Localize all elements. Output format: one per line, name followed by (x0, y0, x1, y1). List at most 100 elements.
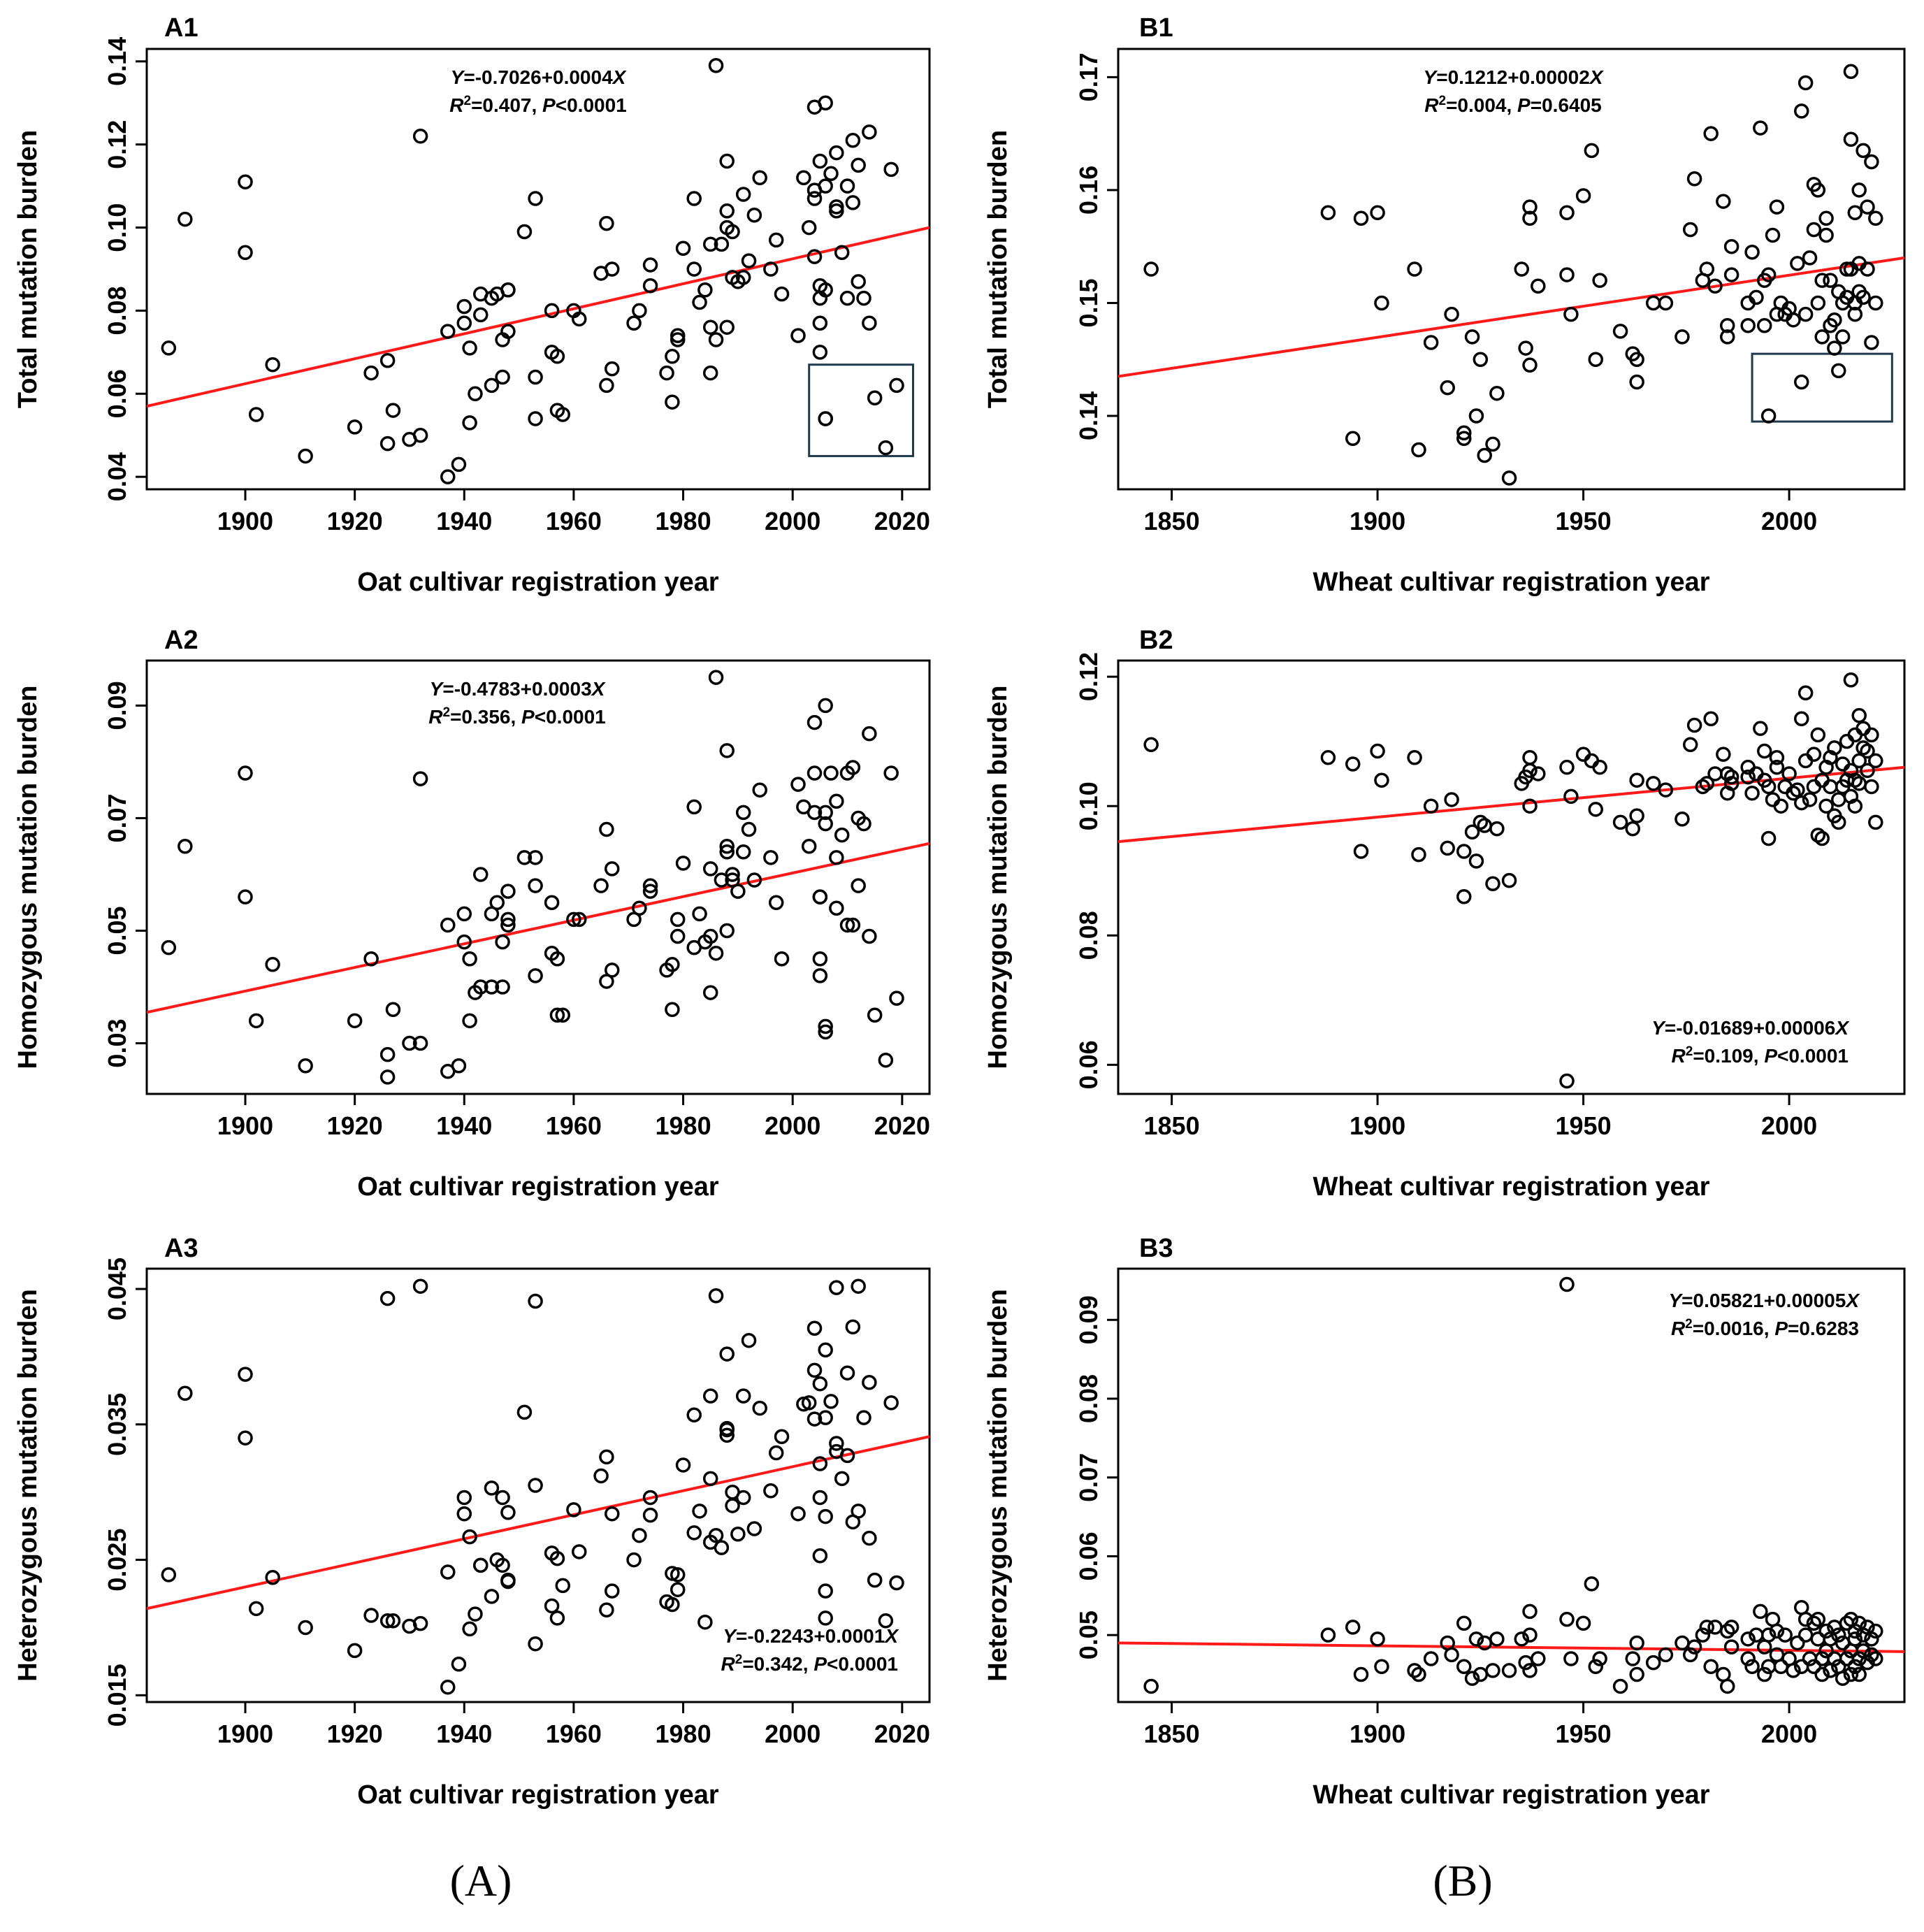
panel-label: A2 (164, 626, 198, 655)
data-point (1860, 261, 1875, 277)
data-point (692, 1504, 707, 1519)
data-point (1592, 273, 1607, 288)
data-point (1798, 306, 1814, 322)
data-point (812, 1456, 828, 1471)
data-point (1444, 792, 1459, 807)
data-point (604, 361, 620, 377)
data-point (385, 1002, 401, 1017)
data-point (1703, 126, 1719, 141)
data-point (440, 1564, 456, 1580)
data-point (473, 307, 489, 323)
data-point (555, 1007, 570, 1023)
data-point (818, 1610, 833, 1626)
data-point (801, 1395, 817, 1411)
panel-label: A3 (164, 1234, 198, 1263)
y-tick-label: 0.05 (103, 906, 131, 955)
data-point (702, 1471, 718, 1487)
data-point (1868, 1651, 1883, 1666)
data-point (1489, 821, 1505, 837)
data-point (1374, 1659, 1389, 1675)
data-point (823, 1394, 839, 1409)
data-point (1769, 199, 1785, 215)
data-point (1423, 798, 1439, 814)
data-point (528, 1478, 543, 1493)
x-tick-label: 1850 (1144, 1111, 1200, 1140)
data-point (298, 1620, 313, 1636)
data-point (692, 294, 707, 310)
x-tick-label: 2000 (765, 1720, 820, 1748)
data-point (675, 856, 691, 871)
data-point (829, 900, 844, 916)
data-point (1456, 425, 1472, 440)
data-point (1440, 840, 1455, 856)
data-point (1793, 795, 1809, 811)
data-point (1798, 685, 1814, 701)
data-point (462, 340, 477, 356)
data-point (1868, 295, 1883, 311)
data-point (1765, 227, 1781, 243)
data-point (604, 861, 620, 877)
y-tick-label: 0.14 (103, 37, 131, 86)
data-point (839, 290, 855, 306)
data-point (1629, 374, 1644, 390)
data-point (599, 1449, 614, 1465)
data-points (1143, 64, 1883, 486)
data-point (774, 286, 790, 302)
data-point (1658, 295, 1674, 311)
data-point (807, 1411, 823, 1427)
data-point (1860, 199, 1875, 215)
data-point (1856, 143, 1871, 159)
x-tick-label: 1900 (1350, 507, 1405, 535)
y-tick-label: 0.10 (103, 203, 131, 252)
data-point (1740, 1631, 1756, 1647)
data-point (1468, 853, 1484, 869)
data-point (1522, 210, 1538, 226)
x-tick-label: 2000 (1761, 507, 1817, 535)
x-tick-label: 2000 (1761, 1111, 1817, 1140)
data-point (763, 1483, 779, 1499)
data-point (516, 1404, 533, 1420)
data-point (1760, 830, 1777, 846)
data-point (1423, 335, 1439, 350)
regression-line (1118, 765, 1904, 844)
data-point (412, 1035, 428, 1051)
data-point (697, 282, 713, 298)
x-tick-label: 1850 (1144, 507, 1200, 535)
data-point (440, 469, 456, 484)
data-point (1518, 340, 1533, 356)
data-point (495, 1557, 510, 1573)
data-point (845, 917, 861, 933)
data-point (500, 282, 516, 298)
data-point (456, 906, 472, 922)
data-point (1827, 740, 1842, 756)
data-point (1864, 1647, 1879, 1663)
data-point (839, 1365, 855, 1380)
data-point (735, 844, 751, 860)
data-point (1629, 352, 1644, 367)
data-point (484, 377, 500, 394)
data-point (363, 1608, 379, 1623)
x-tick-label: 1900 (217, 1111, 273, 1140)
data-point (1843, 131, 1859, 147)
data-point (686, 261, 702, 277)
data-point (1320, 1627, 1336, 1643)
data-point (1719, 329, 1735, 345)
data-point (379, 1290, 396, 1306)
data-point (1531, 278, 1546, 294)
data-point (451, 456, 467, 473)
data-point (1345, 756, 1361, 772)
data-point (1625, 821, 1641, 837)
data-point (746, 207, 762, 223)
data-point (1456, 889, 1472, 904)
data-point (867, 390, 883, 405)
data-point (878, 440, 894, 456)
x-axis-title: Oat cultivar registration year (357, 1780, 719, 1810)
y-tick-label: 0.14 (1074, 391, 1103, 440)
data-point (604, 1506, 620, 1522)
data-point (719, 1420, 735, 1436)
data-point (500, 1505, 516, 1520)
data-point (1514, 1631, 1529, 1647)
data-point (818, 282, 833, 298)
data-point (1847, 1631, 1863, 1647)
data-point (851, 878, 866, 893)
